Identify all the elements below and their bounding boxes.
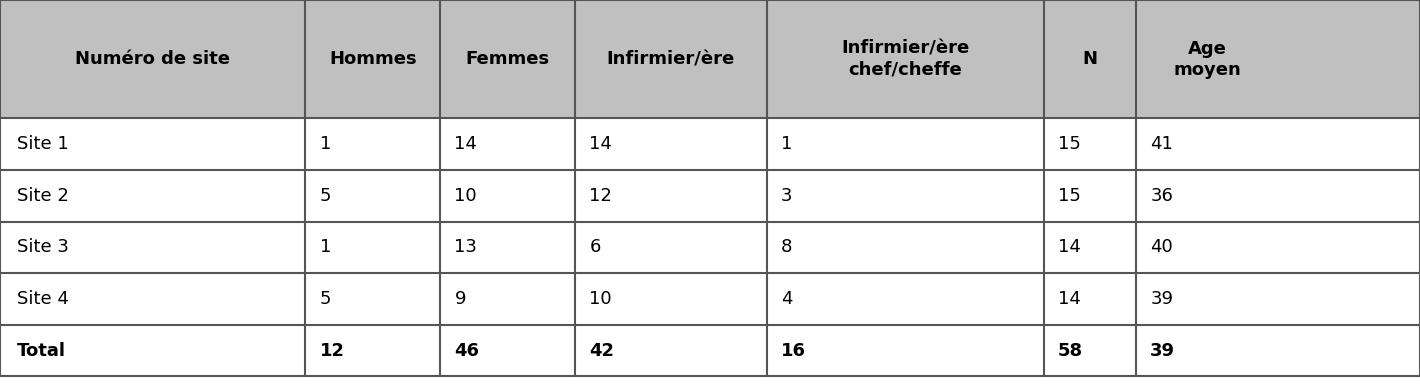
- Text: Femmes: Femmes: [466, 50, 550, 68]
- Text: 15: 15: [1058, 187, 1081, 205]
- Bar: [0, 325, 1420, 376]
- Text: 13: 13: [454, 238, 477, 256]
- Text: 10: 10: [589, 290, 612, 308]
- Text: 9: 9: [454, 290, 466, 308]
- Text: Infirmier/ère
chef/cheffe: Infirmier/ère chef/cheffe: [841, 40, 970, 78]
- Text: 1: 1: [320, 135, 331, 153]
- Text: Total: Total: [17, 341, 67, 360]
- Text: Numéro de site: Numéro de site: [75, 50, 230, 68]
- Text: 39: 39: [1150, 341, 1176, 360]
- Text: 40: 40: [1150, 238, 1173, 256]
- Text: 58: 58: [1058, 341, 1083, 360]
- Text: 39: 39: [1150, 290, 1173, 308]
- Text: 5: 5: [320, 290, 331, 308]
- Text: Age
moyen: Age moyen: [1173, 40, 1241, 78]
- Text: 1: 1: [320, 238, 331, 256]
- Text: 42: 42: [589, 341, 615, 360]
- Text: 12: 12: [589, 187, 612, 205]
- Text: 36: 36: [1150, 187, 1173, 205]
- Text: 4: 4: [781, 290, 792, 308]
- Bar: [0, 273, 1420, 325]
- Text: 3: 3: [781, 187, 792, 205]
- Text: 16: 16: [781, 341, 807, 360]
- Text: 14: 14: [1058, 238, 1081, 256]
- Text: Hommes: Hommes: [329, 50, 416, 68]
- Text: 46: 46: [454, 341, 480, 360]
- Text: Site 1: Site 1: [17, 135, 68, 153]
- Bar: [0, 118, 1420, 170]
- Text: N: N: [1082, 50, 1098, 68]
- Text: Site 2: Site 2: [17, 187, 70, 205]
- Bar: [0, 222, 1420, 273]
- Text: 10: 10: [454, 187, 477, 205]
- Text: 1: 1: [781, 135, 792, 153]
- Text: Site 4: Site 4: [17, 290, 70, 308]
- Text: Infirmier/ère: Infirmier/ère: [606, 50, 736, 68]
- Text: 8: 8: [781, 238, 792, 256]
- Text: Site 3: Site 3: [17, 238, 70, 256]
- Text: 14: 14: [589, 135, 612, 153]
- Text: 14: 14: [454, 135, 477, 153]
- Text: 15: 15: [1058, 135, 1081, 153]
- Text: 5: 5: [320, 187, 331, 205]
- Bar: [0, 170, 1420, 222]
- Text: 12: 12: [320, 341, 345, 360]
- Bar: [0, 0, 1420, 118]
- Text: 6: 6: [589, 238, 601, 256]
- Text: 41: 41: [1150, 135, 1173, 153]
- Text: 14: 14: [1058, 290, 1081, 308]
